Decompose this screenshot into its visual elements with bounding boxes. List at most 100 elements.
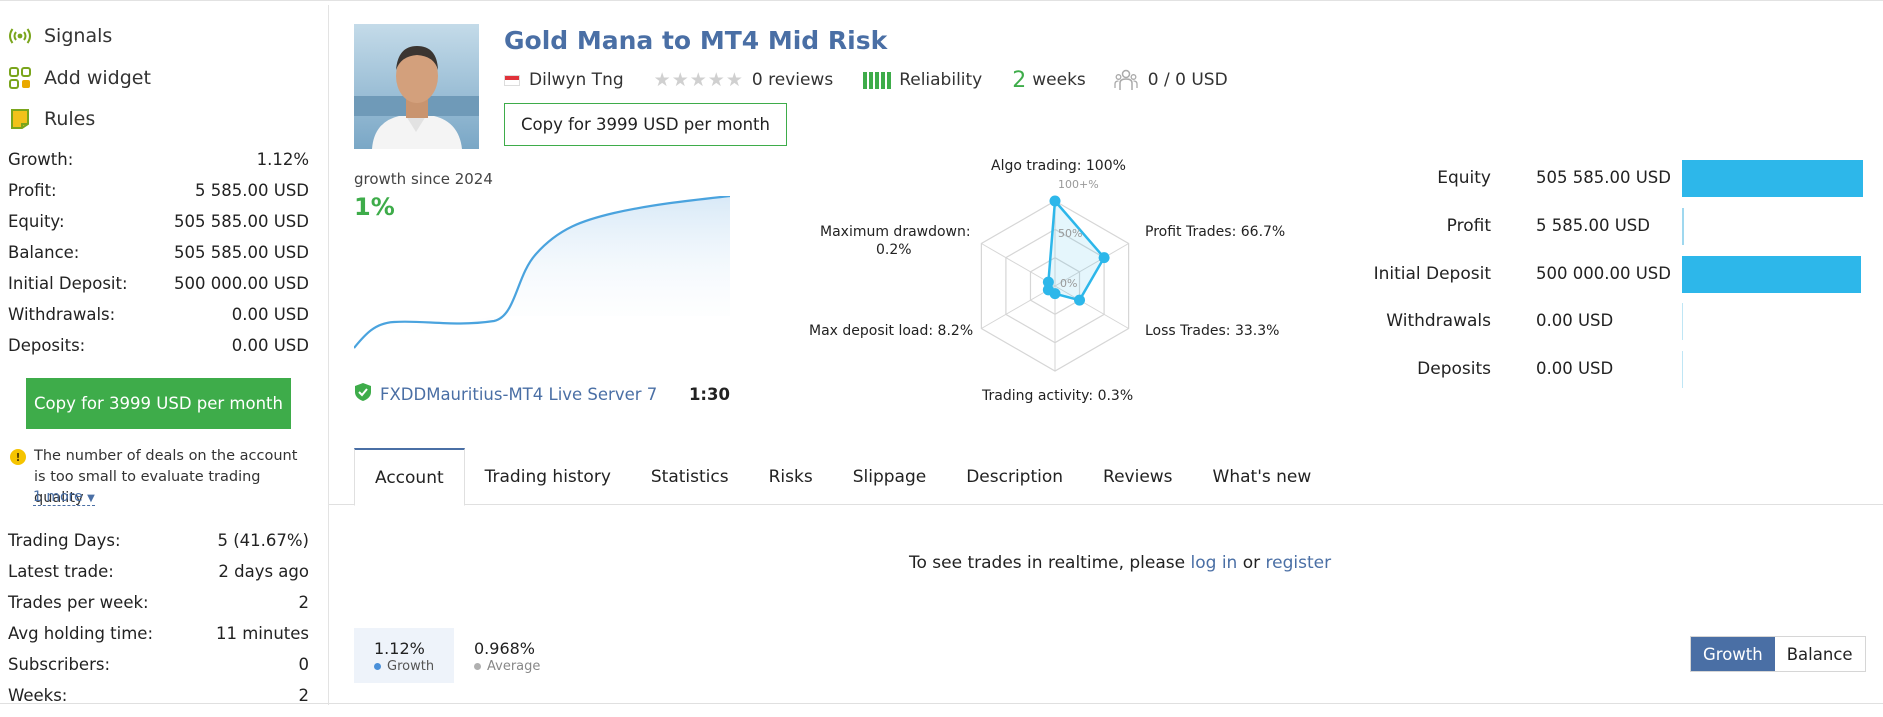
- nav-label: Signals: [44, 25, 113, 47]
- radar-point-1: [1098, 252, 1110, 264]
- chevron-down-icon: ▼: [87, 493, 95, 504]
- rating-stars-icon: ★ ★ ★ ★ ★: [653, 69, 743, 91]
- bar-row-equity: Equity 505 585.00 USD: [1380, 158, 1863, 198]
- legend-label-text: Average: [487, 659, 541, 674]
- bar-value: 5 585.00 USD: [1536, 216, 1650, 235]
- subscribers-funds: 0 / 0 USD: [1147, 70, 1228, 90]
- radar-svg: [980, 195, 1130, 372]
- bar-name: Initial Deposit: [1373, 264, 1491, 284]
- realtime-or: or: [1237, 553, 1266, 573]
- legend-label-text: Growth: [387, 659, 435, 674]
- verified-icon: [354, 382, 372, 406]
- nav-add-widget[interactable]: Add widget: [8, 62, 151, 94]
- tab-bar: Account Trading history Statistics Risks…: [354, 448, 1331, 506]
- reliability-bars-icon: [863, 71, 893, 89]
- nav-rules[interactable]: Rules: [8, 103, 95, 135]
- tab-description[interactable]: Description: [966, 467, 1064, 487]
- stat-profit: Profit: 5 585.00 USD: [8, 177, 309, 203]
- radar-axis-5: [981, 243, 1056, 287]
- radar-axis-4: [981, 285, 1056, 329]
- toggle-growth[interactable]: Growth: [1691, 637, 1775, 671]
- realtime-notice: To see trades in realtime, please log in…: [909, 553, 1331, 573]
- radar-chart: Algo trading: 100% Profit Trades: 66.7% …: [800, 150, 1300, 412]
- chart-mode-toggle: Growth Balance: [1690, 636, 1866, 672]
- warning-text: The number of deals on the account is to…: [34, 448, 298, 506]
- radar-label-activity: Trading activity: 0.3%: [982, 388, 1134, 404]
- stat-growth: Growth: 1.12%: [8, 146, 309, 172]
- register-link[interactable]: register: [1265, 553, 1332, 573]
- stat-value: 500 000.00 USD: [174, 273, 309, 293]
- tab-account[interactable]: Account: [354, 448, 465, 506]
- login-link[interactable]: log in: [1190, 553, 1238, 573]
- bar-fill: [1682, 160, 1863, 197]
- tab-whats-new[interactable]: What's new: [1212, 467, 1312, 487]
- radar-label-drawdown: Maximum drawdown:: [820, 224, 971, 240]
- bar-fill: [1682, 256, 1861, 293]
- rules-icon: [8, 107, 32, 131]
- legend-growth-label: Growth: [374, 659, 434, 674]
- stat-value: 2: [298, 685, 310, 705]
- stat-withdrawals: Withdrawals: 0.00 USD: [8, 301, 309, 327]
- stat-value: 5 (41.67%): [217, 530, 309, 550]
- legend-growth-box[interactable]: [354, 628, 454, 683]
- avatar: [354, 24, 479, 149]
- bar-row-initial-deposit: Initial Deposit 500 000.00 USD: [1374, 254, 1861, 294]
- radar-scale-zero: 0%: [1060, 277, 1078, 290]
- radar-label-profit: Profit Trades: 66.7%: [1145, 224, 1286, 240]
- singapore-flag-icon: [504, 74, 520, 86]
- legend-average-value[interactable]: 0.968%: [474, 639, 536, 658]
- radar-label-load: Max deposit load: 8.2%: [809, 323, 974, 339]
- top-border: [0, 0, 1883, 5]
- tab-statistics[interactable]: Statistics: [650, 467, 729, 487]
- bar-value: 500 000.00 USD: [1536, 264, 1671, 283]
- radar-scale-mid: 50%: [1058, 227, 1083, 240]
- radar-axis-2: [1054, 285, 1129, 329]
- stat-balance: Balance: 505 585.00 USD: [8, 239, 309, 265]
- stat-weeks: Weeks: 2: [8, 682, 309, 708]
- reviews-count[interactable]: 0 reviews: [751, 70, 834, 90]
- more-link[interactable]: 1 more ▼: [33, 489, 95, 506]
- stat-label: Subscribers:: [8, 654, 111, 674]
- stat-value: 2: [298, 592, 310, 612]
- stat-value: 5 585.00 USD: [195, 180, 309, 200]
- bar-value: 0.00 USD: [1536, 311, 1614, 330]
- stat-value: 505 585.00 USD: [174, 211, 309, 231]
- stat-label: Weeks:: [8, 685, 68, 705]
- tab-slippage[interactable]: Slippage: [852, 467, 927, 487]
- growth-line: [354, 196, 730, 349]
- author-name[interactable]: Dilwyn Tng: [529, 70, 624, 90]
- warning-icon: !: [10, 449, 26, 465]
- widget-icon: [8, 66, 32, 90]
- bar-value: 0.00 USD: [1536, 359, 1614, 378]
- radar-point-4: [1042, 284, 1054, 296]
- nav-signals[interactable]: Signals: [8, 20, 112, 52]
- stat-label: Trades per week:: [8, 592, 149, 612]
- stat-value: 0.00 USD: [231, 304, 309, 324]
- stat-label: Trading Days:: [8, 530, 121, 550]
- tab-risks[interactable]: Risks: [768, 467, 813, 487]
- stat-value: 1.12%: [256, 149, 309, 169]
- tab-reviews[interactable]: Reviews: [1103, 467, 1173, 487]
- legend-growth-value: 1.12%: [374, 639, 425, 658]
- server-name[interactable]: FXDDMauritius-MT4 Live Server 7: [380, 384, 658, 404]
- toggle-balance[interactable]: Balance: [1774, 637, 1865, 671]
- legend-average-label: Average: [474, 659, 540, 674]
- header-copy-button[interactable]: Copy for 3999 USD per month: [504, 103, 787, 146]
- sidebar-copy-button[interactable]: Copy for 3999 USD per month: [26, 378, 291, 429]
- tab-trading-history[interactable]: Trading history: [484, 467, 611, 487]
- tabs-border: [329, 504, 1883, 505]
- stat-label: Avg holding time:: [8, 623, 154, 643]
- signal-meta: Dilwyn Tng ★ ★ ★ ★ ★ 0 reviews Reliability 2…: [504, 67, 1228, 93]
- stat-deposits: Deposits: 0.00 USD: [8, 332, 309, 358]
- bar-name: Withdrawals: [1386, 311, 1491, 331]
- weeks-label: weeks: [1032, 70, 1086, 90]
- signal-title[interactable]: Gold Mana to MT4 Mid Risk: [504, 26, 888, 55]
- leverage: 1:30: [688, 384, 730, 404]
- stat-label: Profit:: [8, 180, 57, 200]
- stat-trading-days: Trading Days: 5 (41.67%): [8, 527, 309, 553]
- radar-axis-1: [1054, 243, 1129, 287]
- weeks-number: 2: [1012, 67, 1027, 93]
- stat-value: 0.00 USD: [231, 335, 309, 355]
- stat-label: Equity:: [8, 211, 65, 231]
- subscribers-icon: [1114, 68, 1138, 92]
